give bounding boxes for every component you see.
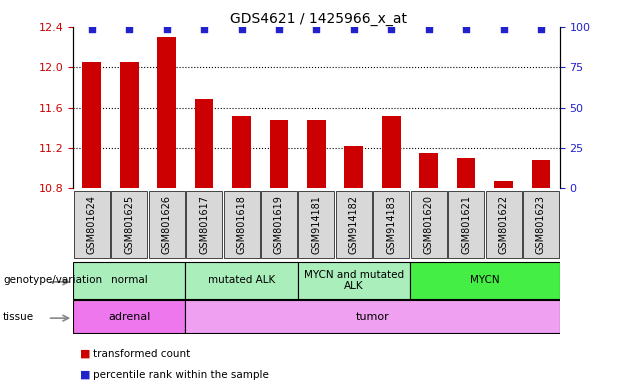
Bar <box>111 191 148 258</box>
Text: tumor: tumor <box>356 312 389 322</box>
Point <box>461 26 471 32</box>
Text: MYCN and mutated
ALK: MYCN and mutated ALK <box>304 270 404 291</box>
Bar <box>270 120 288 188</box>
Text: adrenal: adrenal <box>108 312 151 322</box>
Point <box>124 26 134 32</box>
Bar <box>157 37 176 188</box>
Bar <box>485 191 522 258</box>
Point <box>349 26 359 32</box>
Text: percentile rank within the sample: percentile rank within the sample <box>93 370 270 380</box>
Bar <box>382 116 401 188</box>
Text: GSM914181: GSM914181 <box>312 195 321 254</box>
Bar <box>373 191 409 258</box>
Bar <box>73 262 186 299</box>
Text: GSM914183: GSM914183 <box>386 195 396 254</box>
Text: GSM801626: GSM801626 <box>162 195 172 254</box>
Bar <box>457 158 476 188</box>
Point <box>162 26 172 32</box>
Text: GDS4621 / 1425966_x_at: GDS4621 / 1425966_x_at <box>230 12 406 25</box>
Point <box>499 26 509 32</box>
Point <box>86 26 97 32</box>
Bar <box>523 191 559 258</box>
Text: GSM914182: GSM914182 <box>349 195 359 254</box>
Text: normal: normal <box>111 275 148 285</box>
Bar <box>83 62 101 188</box>
Bar <box>494 181 513 188</box>
Text: GSM801620: GSM801620 <box>424 195 434 254</box>
Bar <box>345 146 363 188</box>
Point <box>312 26 321 32</box>
Bar <box>532 160 550 188</box>
Text: GSM801617: GSM801617 <box>199 195 209 254</box>
Text: mutated ALK: mutated ALK <box>208 275 275 285</box>
Point <box>536 26 546 32</box>
Text: genotype/variation: genotype/variation <box>3 275 102 285</box>
Bar <box>186 300 560 333</box>
Bar <box>448 191 484 258</box>
Bar <box>261 191 297 258</box>
Point <box>199 26 209 32</box>
Text: MYCN: MYCN <box>470 275 500 285</box>
Text: transformed count: transformed count <box>93 349 191 359</box>
Text: GSM801621: GSM801621 <box>461 195 471 254</box>
Point <box>274 26 284 32</box>
Text: GSM801618: GSM801618 <box>237 195 247 254</box>
Bar <box>186 191 222 258</box>
Text: GSM801625: GSM801625 <box>124 195 134 254</box>
Point <box>386 26 396 32</box>
Bar <box>298 262 410 299</box>
Bar <box>195 99 214 188</box>
Text: ■: ■ <box>80 370 90 380</box>
Bar <box>73 300 186 333</box>
Text: tissue: tissue <box>3 312 34 322</box>
Text: GSM801619: GSM801619 <box>274 195 284 254</box>
Bar <box>336 191 372 258</box>
Bar <box>411 191 446 258</box>
Point <box>237 26 247 32</box>
Bar <box>74 191 110 258</box>
Text: GSM801622: GSM801622 <box>499 195 509 254</box>
Bar <box>120 62 139 188</box>
Bar <box>186 262 298 299</box>
Bar <box>410 262 560 299</box>
Bar <box>232 116 251 188</box>
Text: GSM801624: GSM801624 <box>87 195 97 254</box>
Text: ■: ■ <box>80 349 90 359</box>
Bar <box>298 191 335 258</box>
Bar <box>307 120 326 188</box>
Bar <box>224 191 259 258</box>
Point <box>424 26 434 32</box>
Bar <box>419 153 438 188</box>
Text: GSM801623: GSM801623 <box>536 195 546 254</box>
Bar <box>149 191 184 258</box>
